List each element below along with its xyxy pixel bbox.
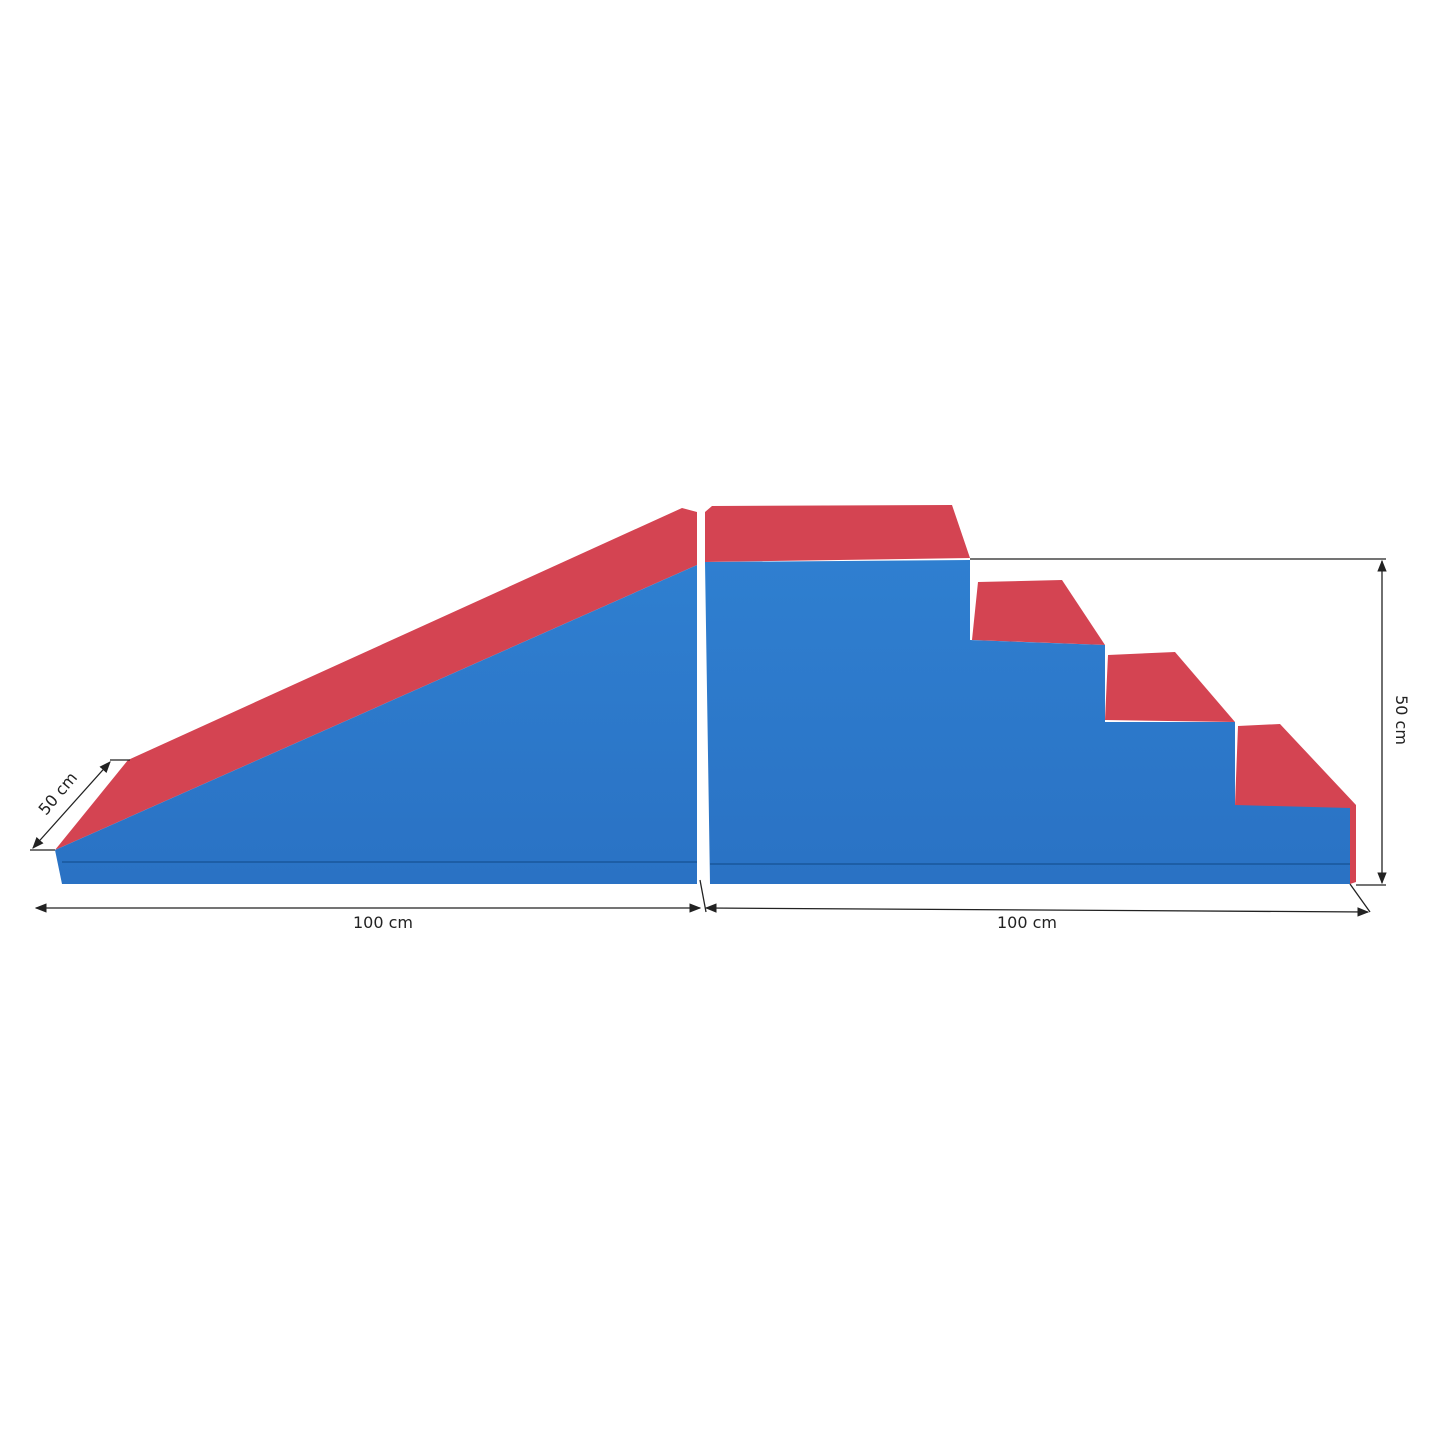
stair-tread <box>972 580 1105 645</box>
stairs <box>705 505 1356 884</box>
extension-line <box>699 879 707 913</box>
extension-line <box>1349 883 1371 913</box>
width-label: 100 cm <box>353 913 413 932</box>
height-label: 50 cm <box>1392 695 1411 745</box>
stair-side <box>705 560 1350 884</box>
wedge <box>55 508 697 884</box>
wedge-side <box>55 565 697 884</box>
width-label: 100 cm <box>997 913 1057 932</box>
width-line <box>704 903 1370 917</box>
stair-top <box>705 505 970 562</box>
depth-label: 50 cm <box>34 768 81 818</box>
stair-tread <box>1105 652 1235 722</box>
wedge-top <box>55 508 697 850</box>
depth-line <box>32 761 111 849</box>
